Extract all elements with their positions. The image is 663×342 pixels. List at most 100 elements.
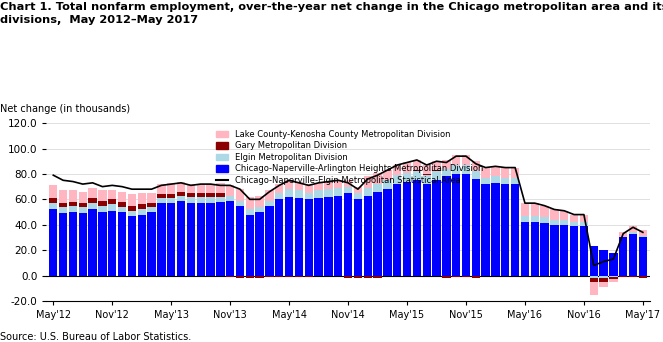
Bar (255, 276, 264, 278)
Bar (147, 212, 156, 276)
Bar (187, 193, 195, 197)
Bar (167, 203, 176, 276)
Bar (177, 196, 185, 201)
Bar (560, 225, 568, 276)
Bar (324, 182, 333, 189)
Bar (638, 230, 647, 236)
Bar (295, 182, 303, 190)
Bar (79, 207, 87, 213)
Bar (275, 276, 284, 277)
Bar (432, 161, 441, 170)
Bar (599, 282, 608, 287)
Bar (344, 193, 352, 276)
Bar (363, 176, 372, 188)
Bar (108, 199, 117, 205)
Bar (69, 190, 77, 202)
Bar (530, 203, 539, 216)
Bar (196, 193, 205, 197)
Bar (599, 278, 608, 282)
Text: divisions,  May 2012–May 2017: divisions, May 2012–May 2017 (0, 15, 198, 25)
Bar (98, 206, 107, 212)
Bar (206, 193, 215, 197)
Bar (354, 199, 362, 276)
Bar (491, 183, 500, 276)
Bar (324, 197, 333, 276)
Bar (511, 168, 519, 178)
Bar (442, 169, 451, 176)
Bar (471, 161, 480, 171)
Bar (540, 206, 549, 217)
Bar (609, 277, 617, 279)
Bar (216, 183, 225, 193)
Bar (393, 184, 401, 276)
Bar (265, 276, 274, 277)
Bar (403, 173, 411, 182)
Bar (88, 198, 97, 203)
Bar (393, 165, 401, 175)
Bar (363, 196, 372, 276)
Bar (422, 184, 431, 276)
Bar (442, 276, 451, 278)
Bar (570, 222, 578, 226)
Bar (69, 212, 77, 276)
Bar (599, 250, 608, 276)
Bar (373, 192, 382, 276)
Bar (452, 174, 460, 276)
Bar (69, 206, 77, 212)
Bar (403, 162, 411, 173)
Bar (245, 214, 254, 276)
Bar (520, 222, 529, 276)
Bar (236, 189, 244, 201)
Bar (245, 197, 254, 210)
Bar (98, 190, 107, 201)
Bar (137, 205, 146, 210)
Bar (550, 225, 559, 276)
Bar (383, 180, 392, 189)
Bar (324, 189, 333, 197)
Bar (550, 210, 559, 220)
Bar (373, 276, 382, 278)
Bar (462, 276, 470, 277)
Bar (481, 184, 490, 276)
Bar (560, 220, 568, 225)
Bar (432, 180, 441, 276)
Bar (491, 166, 500, 176)
Bar (412, 171, 421, 180)
Bar (49, 185, 58, 198)
Bar (69, 202, 77, 206)
Bar (177, 192, 185, 196)
Bar (354, 193, 362, 199)
Bar (363, 188, 372, 196)
Bar (452, 276, 460, 277)
Bar (177, 182, 185, 192)
Bar (275, 199, 284, 276)
Bar (295, 190, 303, 198)
Bar (98, 212, 107, 276)
Bar (629, 232, 637, 234)
Bar (147, 193, 156, 203)
Bar (79, 192, 87, 203)
Bar (344, 187, 352, 193)
Bar (167, 194, 176, 198)
Bar (373, 173, 382, 184)
Bar (118, 192, 126, 202)
Bar (108, 190, 117, 199)
Legend: Lake County-Kenosha County Metropolitan Division, Gary Metropolitan Division, El: Lake County-Kenosha County Metropolitan … (213, 127, 486, 187)
Bar (344, 276, 352, 278)
Bar (452, 165, 460, 174)
Bar (638, 236, 647, 237)
Bar (187, 197, 195, 203)
Bar (98, 201, 107, 206)
Bar (79, 213, 87, 276)
Bar (570, 226, 578, 276)
Bar (49, 203, 58, 210)
Bar (187, 184, 195, 193)
Bar (432, 170, 441, 171)
Bar (245, 276, 254, 278)
Bar (245, 210, 254, 214)
Bar (147, 207, 156, 212)
Bar (412, 170, 421, 171)
Bar (354, 276, 362, 278)
Bar (412, 180, 421, 276)
Bar (314, 190, 323, 198)
